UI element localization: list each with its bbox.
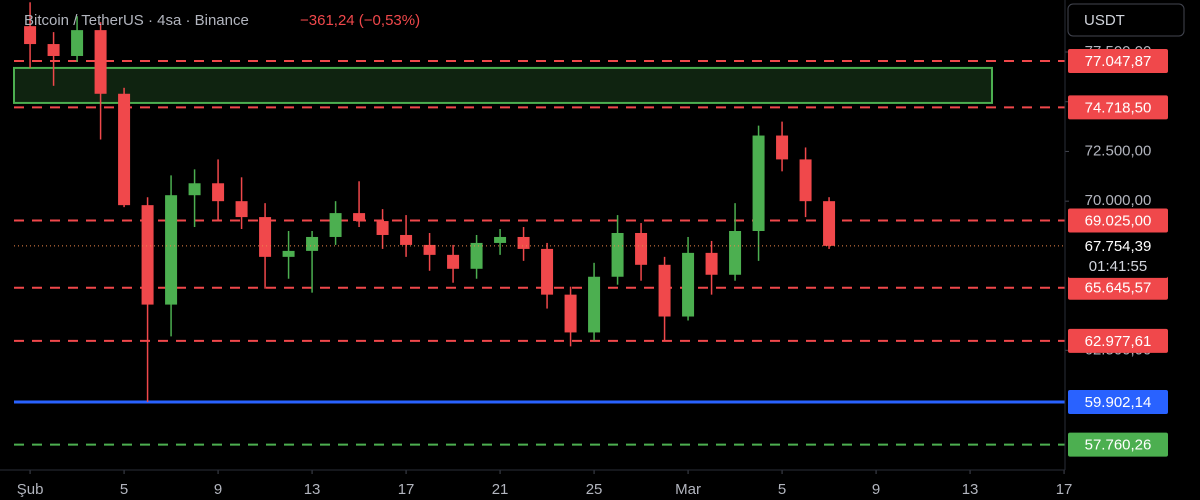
candle-body — [705, 252, 718, 275]
candle-body — [682, 252, 695, 317]
chart-title: Bitcoin / TetherUS · 4sa · Binance — [24, 12, 249, 29]
candle-body — [799, 159, 812, 202]
x-tick-label: 17 — [1056, 481, 1073, 498]
candle-body — [611, 232, 624, 277]
candle-body — [588, 276, 601, 333]
level-label-box — [1068, 208, 1168, 233]
level-label-box — [1068, 48, 1168, 73]
level-label-box — [1068, 432, 1168, 457]
candle-body — [71, 30, 84, 56]
candle-body — [517, 236, 530, 249]
x-tick-label: 17 — [398, 481, 415, 498]
candle-body — [188, 183, 201, 196]
level-label: 77.047,87 — [1085, 53, 1152, 70]
x-tick-label: 5 — [778, 481, 786, 498]
level-label: 57.760,26 — [1085, 437, 1152, 454]
candle-body — [353, 213, 366, 222]
candle-body — [94, 30, 107, 94]
price-countdown: 01:41:55 — [1089, 258, 1147, 275]
x-tick-label: 21 — [492, 481, 509, 498]
x-tick-label: 9 — [872, 481, 880, 498]
level-label: 62.977,61 — [1085, 333, 1152, 350]
candle-body — [752, 135, 765, 232]
candle-body — [306, 236, 319, 251]
level-label: 74.718,50 — [1085, 99, 1152, 116]
price-change: −361,24 (−0,53%) — [300, 12, 420, 29]
level-label-box — [1068, 328, 1168, 353]
x-tick-label: 13 — [304, 481, 321, 498]
candle-body — [729, 231, 742, 275]
currency-label: USDT — [1084, 12, 1125, 29]
y-tick-label: 70.000,00 — [1085, 192, 1152, 209]
candle-body — [447, 254, 460, 269]
candle-body — [47, 44, 60, 56]
grid-layer — [13, 59, 1065, 446]
x-tick-label: 25 — [586, 481, 603, 498]
candle-body — [400, 234, 413, 245]
candle-body — [24, 26, 37, 45]
candle-body — [376, 221, 389, 235]
level-label-box — [1068, 95, 1168, 120]
candle-body — [423, 244, 436, 255]
x-tick-label: Mar — [675, 481, 701, 498]
candle-body — [494, 236, 507, 243]
x-tick-label: 13 — [962, 481, 979, 498]
candle-body — [564, 294, 577, 333]
level-label: 65.645,57 — [1085, 280, 1152, 297]
x-tick-label: 9 — [214, 481, 222, 498]
candle-body — [658, 264, 671, 317]
x-tick-label: Şub — [17, 481, 44, 498]
candle-body — [259, 217, 272, 257]
x-tick-label: 5 — [120, 481, 128, 498]
price-label-box — [1068, 233, 1168, 278]
candle-body — [282, 250, 295, 257]
candle-body — [329, 213, 342, 237]
candle-body — [541, 248, 554, 295]
level-label: 59.902,14 — [1085, 394, 1152, 411]
candle-body — [470, 242, 483, 269]
y-tick-label: 72.500,00 — [1085, 142, 1152, 159]
price-label: 67.754,39 — [1085, 238, 1152, 255]
candle-body — [635, 232, 648, 265]
candle-body — [165, 195, 178, 305]
level-label-box — [1068, 389, 1168, 414]
candle-body — [823, 201, 836, 246]
candle-body — [118, 93, 131, 206]
level-label: 69.025,00 — [1085, 213, 1152, 230]
candle-body — [776, 135, 789, 160]
candle-body — [235, 201, 248, 218]
zone — [13, 66, 993, 104]
currency-button[interactable] — [1067, 3, 1185, 37]
candle-body — [141, 205, 154, 305]
plot-layer — [14, 2, 1065, 403]
candle-body — [212, 183, 225, 202]
level-label-box — [1068, 275, 1168, 300]
axis-layer: 77.500,0075.000,0072.500,0070.000,0062.5… — [0, 0, 1168, 498]
